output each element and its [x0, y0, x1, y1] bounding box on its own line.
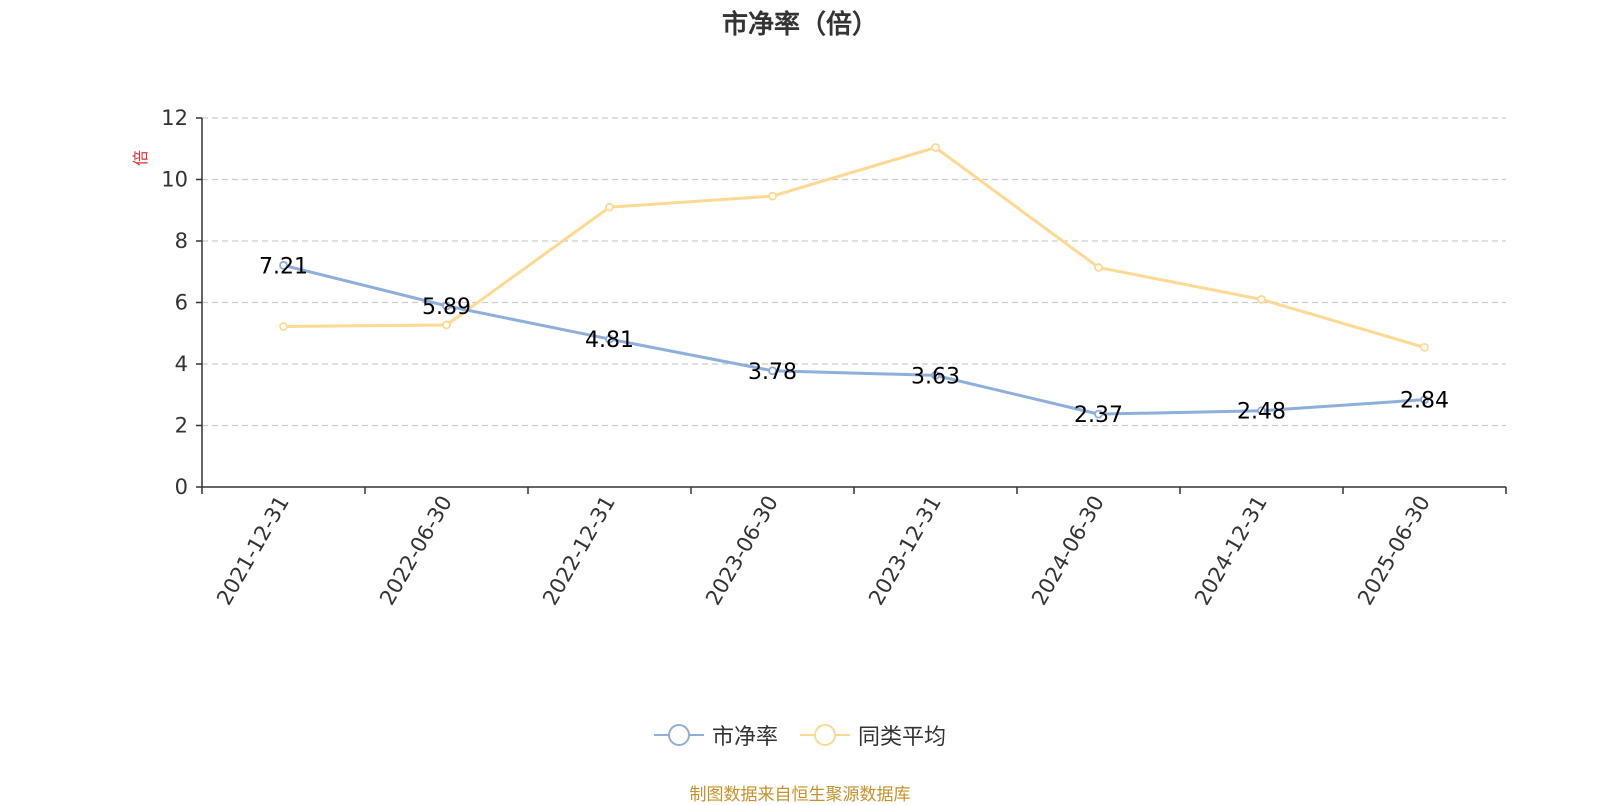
chart-title: 市净率（倍） — [721, 10, 878, 40]
data-point — [1420, 342, 1429, 352]
legend-label: 同类平均 — [858, 725, 947, 750]
data-label: 2.37 — [1074, 403, 1123, 428]
series-line-0 — [282, 263, 1426, 416]
data-label: 2.48 — [1237, 400, 1286, 425]
data-point — [768, 366, 777, 376]
data-label: 3.63 — [911, 364, 960, 389]
data-point — [605, 334, 614, 344]
data-point — [931, 143, 940, 152]
y-tick-label: 6 — [175, 291, 188, 315]
data-label: 5.89 — [422, 295, 471, 320]
legend-item[interactable]: 同类平均 — [800, 719, 946, 751]
data-point — [605, 202, 614, 212]
y-tick-label: 10 — [161, 168, 188, 192]
data-point — [931, 370, 940, 380]
data-point — [768, 191, 777, 201]
x-tick-label: 2025-06-30 — [1353, 492, 1435, 610]
data-point — [1257, 406, 1266, 416]
y-tick-label: 4 — [175, 352, 188, 376]
line-chart: 0 2 4 6 8 10 12 倍 2021-12-31 2022-06-30 2022-12-31… — [131, 106, 1507, 610]
legend: 市净率 同类平均 — [0, 720, 1600, 750]
data-point — [1257, 295, 1266, 304]
source-note: 制图数据来自恒生聚源数据库 — [689, 785, 911, 805]
x-tick-label: 2021-12-31 — [212, 492, 294, 610]
x-tick-label: 2023-12-31 — [864, 492, 946, 610]
data-point — [279, 260, 288, 270]
legend-line-icon — [653, 724, 704, 746]
data-label: 4.81 — [585, 328, 634, 353]
series-line-1 — [282, 146, 1426, 349]
series-layer — [279, 143, 1429, 419]
data-labels: 7.21 5.89 4.81 3.78 3.63 2.37 2.48 2.84 — [259, 254, 1449, 428]
x-tick-label: 2022-06-30 — [375, 492, 457, 610]
data-point — [1420, 395, 1429, 405]
grid-lines — [202, 117, 1506, 427]
data-point — [442, 320, 451, 330]
data-point — [442, 301, 451, 311]
x-tick-label: 2024-06-30 — [1027, 492, 1109, 610]
data-label: 2.84 — [1400, 389, 1449, 414]
x-tick-label: 2022-12-31 — [538, 492, 620, 610]
legend-item[interactable]: 市净率 — [653, 719, 778, 751]
legend-marker — [667, 724, 690, 746]
data-label: 3.78 — [748, 360, 797, 385]
legend-label: 市净率 — [711, 725, 778, 750]
data-point — [1094, 409, 1103, 419]
y-tick-label: 8 — [175, 229, 188, 253]
y-axis-label: 倍 — [131, 150, 150, 166]
x-tick-label: 2023-06-30 — [701, 492, 783, 610]
data-label: 7.21 — [259, 254, 308, 279]
data-point — [279, 322, 288, 331]
legend-line-icon — [800, 724, 850, 746]
y-tick-label: 0 — [175, 475, 188, 499]
x-tick-label: 2024-12-31 — [1190, 492, 1272, 610]
data-point — [1094, 263, 1103, 272]
y-tick-label: 2 — [175, 414, 188, 438]
legend-marker — [814, 724, 836, 746]
y-tick-label: 12 — [161, 106, 188, 130]
